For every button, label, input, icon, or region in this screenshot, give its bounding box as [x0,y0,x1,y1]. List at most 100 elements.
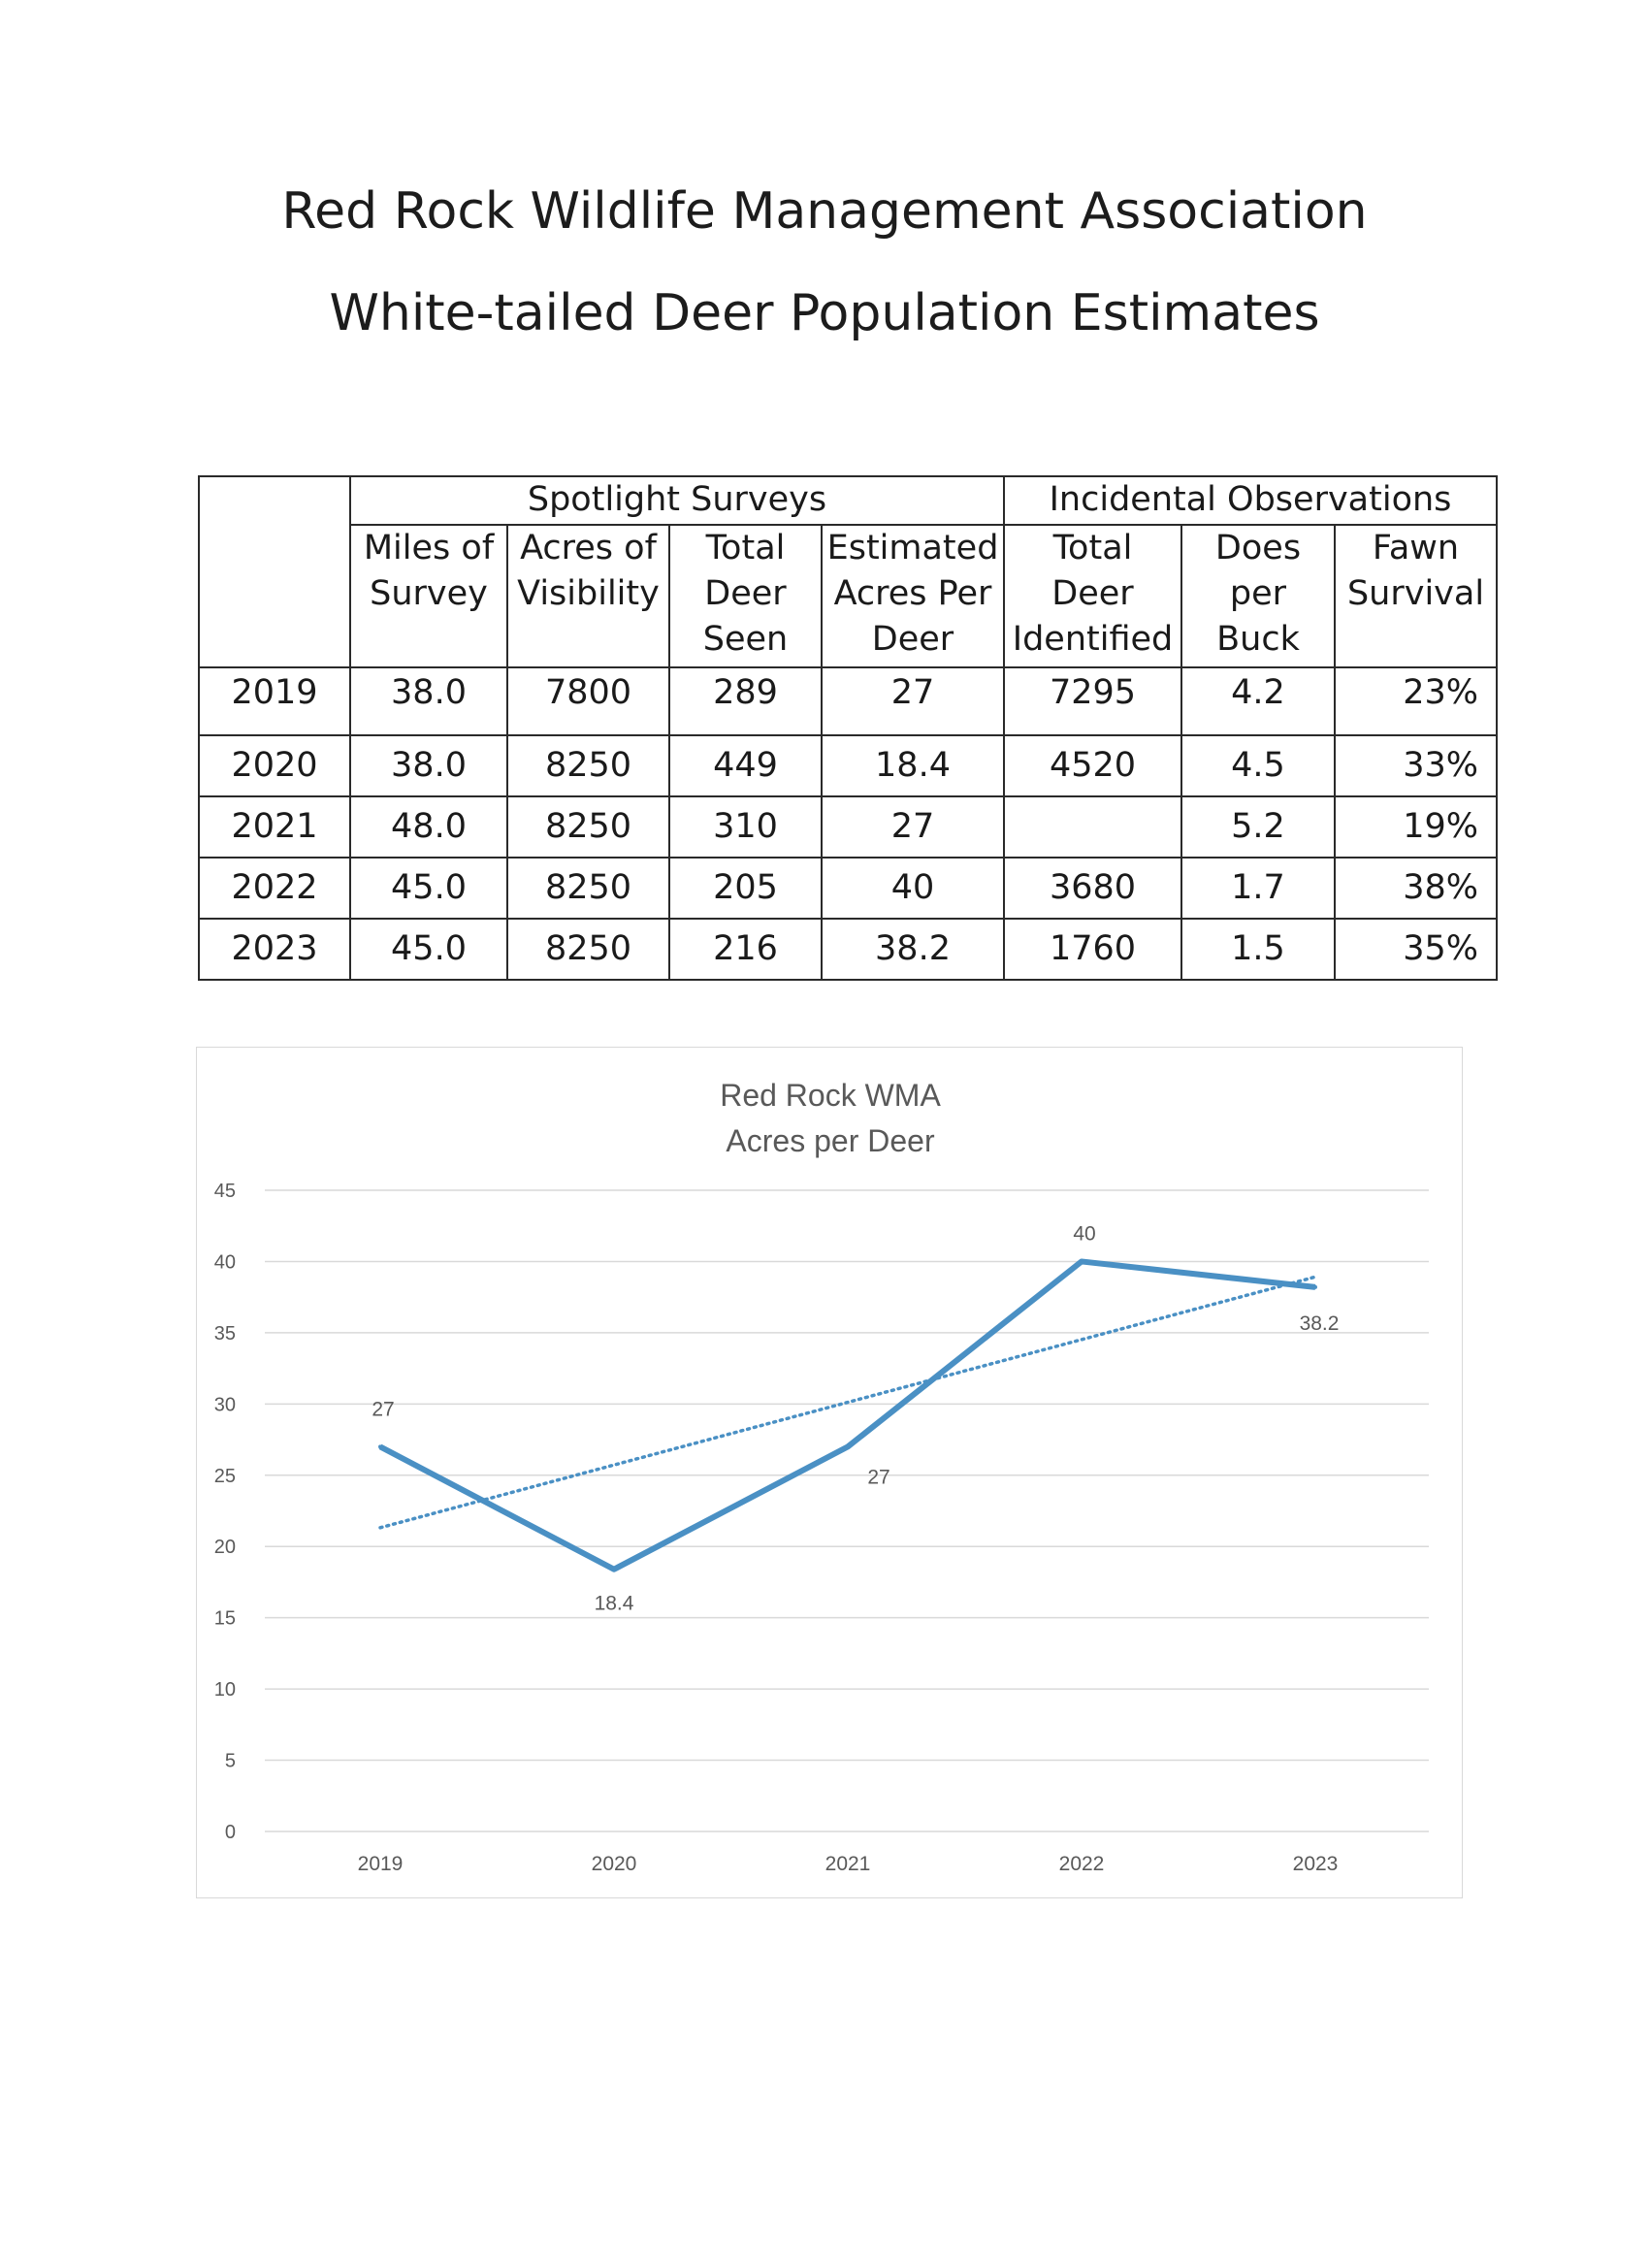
y-tick-label: 25 [214,1466,236,1487]
page-title: Red Rock Wildlife Management Association [281,182,1368,241]
year-header [198,525,351,668]
x-tick-label: 2019 [358,1853,404,1875]
column-header-3: Estimated Acres Per Deer [821,524,1005,668]
year-cell: 2020 [198,734,351,797]
table-cell: 4.2 [1180,666,1336,736]
table-cell: 1760 [1003,918,1182,981]
table-cell: 23% [1333,666,1499,736]
x-tick-label: 2021 [825,1853,871,1875]
table-row: 2022 45.0 8250 205 40 3680 1.7 38% [198,857,1499,920]
y-tick-label: 20 [214,1537,236,1558]
chart-title-line: Acres per Deer [726,1123,935,1158]
table-cell: 38% [1333,857,1499,920]
table-cell: 5.2 [1180,795,1336,859]
table-cell: 33% [1333,734,1499,797]
column-header-4: Total Deer Identified [1003,524,1182,668]
table-cell: 7800 [506,666,670,736]
data-label: 18.4 [595,1593,634,1615]
y-tick-label: 45 [214,1181,236,1202]
table-row: 2020 38.0 8250 449 18.4 4520 4.5 33% [198,734,1499,797]
column-header-line: Acres of [520,529,657,567]
table-cell: 449 [668,734,823,797]
table-cell: 8250 [506,857,670,920]
table-cell: 38.2 [821,918,1005,981]
column-header-line: Buck [1216,620,1300,659]
column-header-line: Survival [1346,574,1485,613]
table-cell: 4520 [1003,734,1182,797]
data-label: 27 [867,1466,889,1488]
data-point [1080,1259,1083,1264]
column-header-line: Fawn [1372,529,1460,567]
table-cell: 3680 [1003,857,1182,920]
table-cell: 48.0 [349,795,508,859]
series-line [378,1258,1316,1572]
column-header-line: Deer [704,574,787,613]
table-cell: 4.5 [1180,734,1336,797]
table-cell: 45.0 [349,857,508,920]
y-tick-label: 40 [214,1251,236,1273]
data-label: 27 [372,1398,394,1420]
column-header-1: Acres of Visibility [506,524,670,668]
column-header-line: Total [1052,529,1133,567]
column-header-line: Visibility [517,574,660,613]
data-point [612,1567,616,1571]
corner-cell [198,475,351,525]
year-cell: 2022 [198,857,351,920]
table-cell: 19% [1333,795,1499,859]
column-header-line: Total [705,529,786,567]
table-cell: 27 [821,795,1005,859]
column-header-line: per [1229,574,1287,613]
table-row: 2021 48.0 8250 310 27 5.2 19% [198,795,1499,859]
y-tick-label: 10 [214,1679,236,1701]
table-cell: 289 [668,666,823,736]
table-cell: 8250 [506,795,670,859]
column-header-line: Miles of [363,529,495,567]
y-tick-label: 30 [214,1394,236,1415]
incidental-group-header: Incidental Observations [1002,475,1499,526]
trendline [378,1275,1317,1530]
x-tick-label: 2022 [1059,1853,1105,1875]
column-header-2: Total Deer Seen [668,524,823,668]
table-cell: 8250 [506,918,670,981]
table-cell: 38.0 [349,734,508,797]
data-point [378,1444,382,1449]
data-label: 38.2 [1300,1312,1340,1335]
x-tick-label: 2020 [592,1853,637,1875]
table-cell: 45.0 [349,918,508,981]
table-row: 2019 38.0 7800 289 27 7295 4.2 23% [198,666,1499,736]
acres-per-deer-chart: Red Rock WMA Acres per Deer 0 5 10 15 20 25 30 35… [214,1078,1429,1875]
table-cell: 1.5 [1180,918,1336,981]
data-point [1313,1284,1317,1289]
column-header-0: Miles of Survey [349,524,508,668]
data-label: 40 [1073,1222,1095,1245]
x-tick-label: 2023 [1293,1853,1339,1875]
y-tick-label: 35 [214,1323,236,1345]
column-header-line: Does [1214,529,1302,567]
column-header-5: Does per Buck [1180,524,1336,668]
column-header-line: Acres Per [833,574,992,613]
table-cell: 38.0 [349,666,508,736]
table-cell [1003,795,1182,859]
column-header-line: Seen [702,620,789,659]
y-tick-label: 0 [225,1822,236,1843]
column-header-row: Miles of Survey Acres of Visibility Total Dee… [198,524,1499,668]
column-header-6: Fawn Survival [1333,524,1499,668]
population-table: Spotlight Surveys Incidental Observation… [198,475,1499,981]
table-cell: 35% [1333,918,1499,981]
year-cell: 2021 [198,795,351,859]
y-tick-label: 15 [214,1608,236,1630]
table-cell: 7295 [1003,666,1182,736]
y-tick-label: 5 [225,1751,236,1772]
table-body: 2019 38.0 7800 289 27 7295 4.2 23% 2020 38.0 8250 4… [198,666,1499,981]
chart-frame: Red Rock WMA Acres per Deer 0 5 10 15 20 25 30 35… [196,1047,1463,1898]
chart-title-line: Red Rock WMA [720,1078,941,1113]
page-subtitle: White-tailed Deer Population Estimates [329,284,1320,342]
table-cell: 18.4 [821,734,1005,797]
data-point [846,1444,850,1449]
table-row: 2023 45.0 8250 216 38.2 1760 1.5 35% [198,918,1499,981]
column-header-line: Deer [871,620,954,659]
column-header-line: Estimated [826,529,999,567]
table-cell: 216 [668,918,823,981]
table-cell: 310 [668,795,823,859]
column-header-line: Identified [1012,620,1174,659]
